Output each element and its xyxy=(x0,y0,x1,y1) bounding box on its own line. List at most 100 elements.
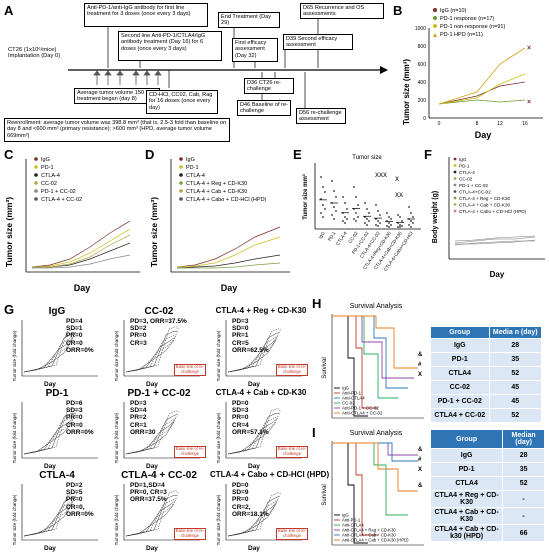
g-stat-line: PR=0 xyxy=(232,496,249,504)
g-stat-line: PR=0 xyxy=(66,332,83,340)
g-axis xyxy=(21,484,98,541)
h-curve-ctla4 xyxy=(332,315,408,389)
e-mark-0: XXX xyxy=(375,173,387,179)
g-ylabel: Tumor size (fold change) xyxy=(114,330,119,381)
survival-legend-item: Anti-CTLA4 + CC-02 xyxy=(342,411,383,416)
e-dot xyxy=(322,186,324,188)
panel-c-chart: Tumor size (mm³) Day IgG PD-1 CTLA-4 CC-… xyxy=(0,147,145,297)
e-dot xyxy=(364,222,366,224)
g-stat-line: ORR=0% xyxy=(66,510,94,518)
implant-label: CT26 (1x10⁶/mice) Implantation (Day 0) xyxy=(6,46,68,76)
h-median-cell: 52 xyxy=(488,366,543,381)
f-xlabel: Day xyxy=(490,270,505,279)
g-stat-line: PR=0, CR=3 xyxy=(130,489,167,497)
g-tumor-curve xyxy=(125,330,179,373)
g-subplot: PD-1 Tumor size (fold change) Day PD=6 SD=3 P… xyxy=(6,388,108,470)
h-mark-1: # xyxy=(418,362,422,368)
g-stat-line: SD=0 xyxy=(232,325,249,333)
panel-letter-f: F xyxy=(424,147,432,162)
b-line-nonresp xyxy=(438,73,526,105)
g-subplot-axes: Tumor size (fold change) Day xyxy=(216,402,302,470)
g-tumor-curve xyxy=(125,410,180,455)
cd-doses-box: CD-HCl, CC02, Cab, Rag for 16 doses (onc… xyxy=(146,90,218,114)
e-dot xyxy=(388,216,390,218)
i-median-cell: 52 xyxy=(502,476,545,491)
g-subplot-stats: PD=3, ORR=37.5% SD=2 PR=0 CR=3 xyxy=(130,318,187,347)
g-tumor-curve xyxy=(227,328,282,373)
g-subplot-stats: PD=0 SD=3 PR=0 CR=4 ORR=57.1% xyxy=(232,400,269,436)
g-tumor-curve xyxy=(125,494,179,537)
h-group-cell: CC-02 xyxy=(430,380,490,395)
b-mark-x2: × xyxy=(527,99,531,106)
g-tumor-curve xyxy=(227,495,281,537)
i-th-group: Group xyxy=(429,429,504,449)
f-legend-marker xyxy=(453,209,457,213)
g-subplot-axes: Tumor size (fold change) Day xyxy=(216,320,302,388)
h-table-row: CC-02 45 xyxy=(430,380,543,395)
d-legend-0: IgG xyxy=(186,157,195,163)
b-mark-x1: × xyxy=(527,45,531,52)
f-legend-marker xyxy=(453,157,457,161)
g-baseline-note: Base line of re-challenge xyxy=(174,364,206,376)
g-subplot-stats: PD=2 SD=5 PR=0 CR=0, ORR=0% xyxy=(66,482,94,518)
survival-legend-item: IgG xyxy=(342,513,349,518)
b-ylabel: Tumor size (mm³) xyxy=(402,59,411,125)
g-stat-line: CR=2, xyxy=(232,503,251,511)
e-title: Tumor size xyxy=(352,155,382,161)
g-axis xyxy=(123,320,200,377)
g-baseline-note: Base line of re-challenge xyxy=(276,528,308,540)
e-dot xyxy=(342,220,344,222)
i-median-table: Group Median (day) IgG 28 PD-1 35 CTLA4 52 CTL… xyxy=(429,429,545,542)
e-dot xyxy=(346,208,348,210)
h-curve-ctla4cc02 xyxy=(332,315,418,369)
g-ylabel: Tumor size (fold change) xyxy=(12,330,17,381)
g-stat-line: ORR=0% xyxy=(66,428,94,436)
i-median-cell: 28 xyxy=(502,448,545,463)
h-median-cell: 45 xyxy=(488,380,543,395)
i-median-cell: 35 xyxy=(502,462,545,477)
e-dot xyxy=(364,202,366,204)
f-legend-item: CTLA-4+CC-02 xyxy=(459,190,491,195)
d-legend-2: CTLA-4 xyxy=(186,173,205,179)
h-title: Survival Analysis xyxy=(350,303,403,310)
h-group-cell: PD-1 + CC-02 xyxy=(430,394,490,409)
g-axis xyxy=(123,402,200,459)
g-xlabel: Day xyxy=(44,463,56,470)
h-median-table: Group Media n (day) IgG 28 PD-1 35 CTLA4 52 CC… xyxy=(430,326,543,423)
c-legend-2: CTLA-4 xyxy=(41,173,60,179)
g-subplot: CTLA-4 + CC-02 Tumor size (fold change) Da… xyxy=(108,470,210,552)
e-dot xyxy=(322,216,324,218)
panel-d-chart: Tumor size (mm³) Day IgG PD-1 CTLA-4 CTL… xyxy=(145,147,295,297)
f-legend-marker xyxy=(453,196,457,200)
e-dot xyxy=(375,218,377,220)
g-ylabel: Tumor size (fold change) xyxy=(114,494,119,545)
f-legend-item: CTLA-4 + Reg + CD-K30 xyxy=(459,196,511,201)
panel-letter-a: A xyxy=(4,3,14,18)
g-stat-line: SD=3 xyxy=(66,407,83,415)
g-stat-line: PD=0 xyxy=(232,482,249,489)
i-curve-cab xyxy=(332,442,418,462)
g-stat-line: PD=2 xyxy=(66,482,83,489)
f-legend-item: CTLA-4 + Cabo + CD-HCl (HPD) xyxy=(459,209,527,214)
e-dot xyxy=(390,218,392,220)
f-legend-item: PD-1 + CC-02 xyxy=(459,183,488,188)
g-stat-line: SD=9 xyxy=(232,489,249,497)
e-dot xyxy=(342,196,344,198)
e-category-label: IgG xyxy=(318,230,327,239)
reenroll-box: Reenrollment: average tumor volume was 3… xyxy=(4,118,230,142)
g-tumor-curve xyxy=(227,331,281,373)
i-median-cell: 66 xyxy=(502,524,545,542)
g-xlabel: Day xyxy=(248,463,260,470)
g-stat-line: PD=4 xyxy=(66,318,83,325)
b-xtick-3: 16 xyxy=(522,121,528,127)
f-legend-marker xyxy=(453,190,457,193)
c-legend-0: IgG xyxy=(41,157,50,163)
i-mark-3: & xyxy=(418,483,423,489)
e-dot xyxy=(324,208,326,210)
d56-box: D56 re-challenge assessment xyxy=(296,108,346,124)
c-legend-5: CTLA-4 + CC-02 xyxy=(41,197,82,203)
h-th-group: Group xyxy=(430,326,490,339)
g-subplot-stats: PD=4 SD=1 PR=0 CR=0 ORR=0% xyxy=(66,318,94,354)
survival-legend-item: CC-02 xyxy=(342,401,355,406)
